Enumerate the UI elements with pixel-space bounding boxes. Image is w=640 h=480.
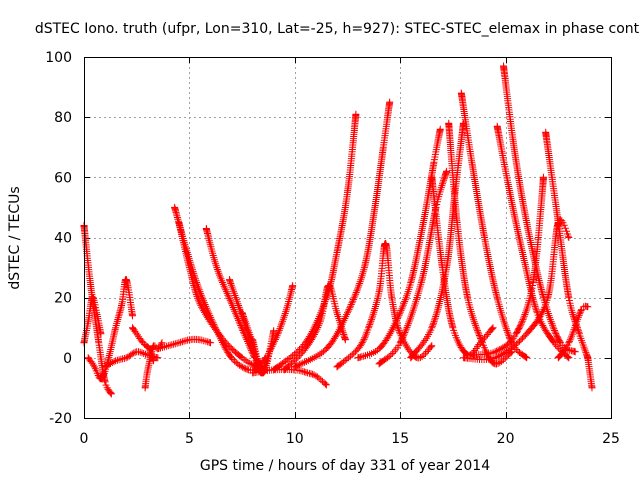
series-7 <box>154 335 214 353</box>
series-5-markers <box>101 348 162 371</box>
x-tick-label: 10 <box>286 431 304 447</box>
y-tick-labels: -20 0 20 40 60 80 100 <box>45 50 72 427</box>
series-3-markers <box>84 276 136 383</box>
axis-ticks <box>84 57 612 419</box>
y-tick-label: 20 <box>54 291 72 307</box>
series-22 <box>428 173 497 359</box>
series-17 <box>291 98 394 371</box>
series-21 <box>407 119 467 362</box>
series-24-markers <box>457 89 531 362</box>
series-22-markers <box>428 173 497 359</box>
series-27-markers <box>470 173 547 359</box>
series-20 <box>375 167 451 368</box>
series-14-markers <box>249 366 330 389</box>
series-7-markers <box>154 335 214 353</box>
x-tick-labels: 0 5 10 15 20 25 <box>80 431 620 447</box>
series-9 <box>175 219 261 371</box>
series-24 <box>457 89 531 362</box>
y-axis-label: dSTEC / TECUs <box>7 186 23 289</box>
series-9-markers <box>175 219 261 371</box>
y-tick-label: 60 <box>54 170 72 186</box>
plot-frame <box>84 57 612 419</box>
y-tick-label: 40 <box>54 231 72 247</box>
series-29-markers <box>542 128 592 362</box>
y-tick-label: 0 <box>63 351 72 367</box>
series-14 <box>249 366 330 389</box>
data-marks <box>80 62 596 398</box>
series-20-markers <box>375 167 451 368</box>
series-29 <box>542 128 592 362</box>
series-16-markers <box>270 110 360 374</box>
chart-title: dSTEC Iono. truth (ufpr, Lon=310, Lat=-2… <box>35 21 640 37</box>
x-tick-label: 0 <box>80 431 89 447</box>
x-tick-label: 15 <box>391 431 409 447</box>
y-tick-label: 80 <box>54 110 72 126</box>
series-27 <box>470 173 547 359</box>
series-18-markers <box>333 240 436 371</box>
series-31 <box>584 354 596 392</box>
x-axis-label: GPS time / hours of day 331 of year 2014 <box>200 458 490 474</box>
series-21-markers <box>407 119 467 362</box>
y-tick-label: -20 <box>49 411 72 427</box>
x-tick-label: 25 <box>602 431 620 447</box>
series-17-markers <box>291 98 394 371</box>
series-3 <box>84 276 136 383</box>
series-16 <box>270 110 360 374</box>
x-tick-label: 5 <box>185 431 194 447</box>
x-tick-label: 20 <box>497 431 515 447</box>
series-5 <box>101 348 162 371</box>
grid <box>84 57 611 418</box>
series-18 <box>333 240 436 371</box>
series-30 <box>554 302 592 362</box>
series-30-markers <box>554 302 592 362</box>
series-31-markers <box>584 354 596 392</box>
y-tick-label: 100 <box>45 50 72 66</box>
